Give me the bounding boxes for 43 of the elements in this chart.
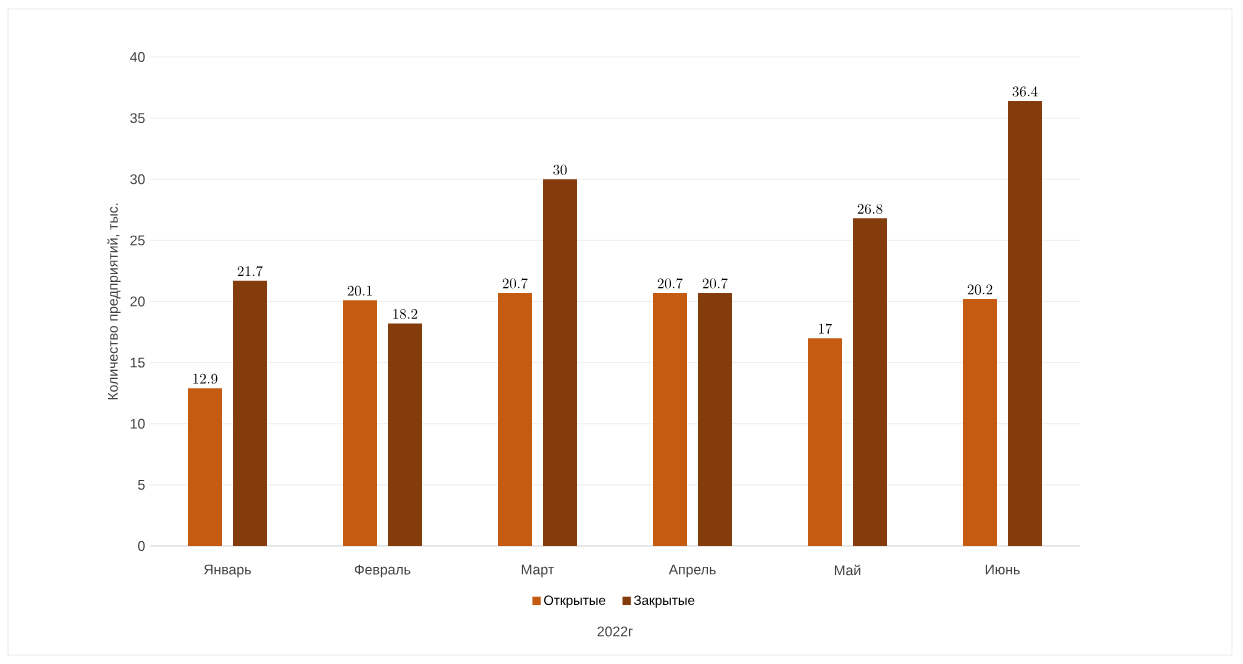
data-label: 20.7: [502, 278, 528, 289]
data-label: 18.2: [393, 309, 418, 320]
data-label: 12.9: [193, 373, 218, 384]
x-tick-label: Июнь: [985, 564, 1020, 575]
data-label: 26.8: [857, 203, 883, 214]
bar: [188, 388, 223, 546]
y-tick-label: 40: [130, 52, 145, 62]
y-tick-label: 25: [130, 235, 145, 246]
bar: [1007, 101, 1042, 546]
y-tick-label: 10: [130, 418, 145, 429]
data-label: 20.2: [967, 284, 993, 295]
y-tick-label: 35: [130, 113, 145, 124]
y-tick-label: 15: [130, 357, 145, 368]
data-label: 30: [553, 164, 567, 175]
bar: [808, 338, 842, 546]
data-label: 20. 1: [347, 285, 372, 296]
bar: [498, 292, 532, 546]
legend-label: Открытые: [544, 595, 606, 608]
bar: [388, 323, 423, 546]
bar: [698, 292, 732, 546]
x-tick-label: Апрель: [668, 564, 716, 578]
bar: [543, 179, 577, 546]
y-tick-label: 30: [130, 174, 145, 185]
x-tick-label: Март: [521, 564, 555, 578]
y-tick-label: 0: [138, 541, 145, 551]
bar: [343, 300, 378, 546]
x-axis-title: 2022г: [597, 626, 633, 637]
y-tick-label: 5: [138, 479, 145, 490]
bar: [653, 292, 687, 546]
y-axis-title: Количество предприятий, тыс.: [107, 203, 121, 400]
data-label: 17: [818, 323, 833, 334]
y-tick-label: 20: [130, 296, 145, 307]
x-tick-label: Май: [834, 564, 861, 576]
data-label: 20.7: [657, 278, 683, 289]
data-label: 20.7: [702, 278, 728, 289]
bar: [233, 280, 268, 546]
data-label: 21 .7: [237, 266, 263, 277]
legend-label: Закрытые: [633, 595, 695, 608]
data-label: 36.4: [1012, 86, 1038, 97]
x-tick-label: Январь: [204, 564, 251, 578]
x-tick-label: Февраль: [354, 564, 411, 578]
bar: [853, 218, 887, 546]
bar: [962, 299, 997, 546]
